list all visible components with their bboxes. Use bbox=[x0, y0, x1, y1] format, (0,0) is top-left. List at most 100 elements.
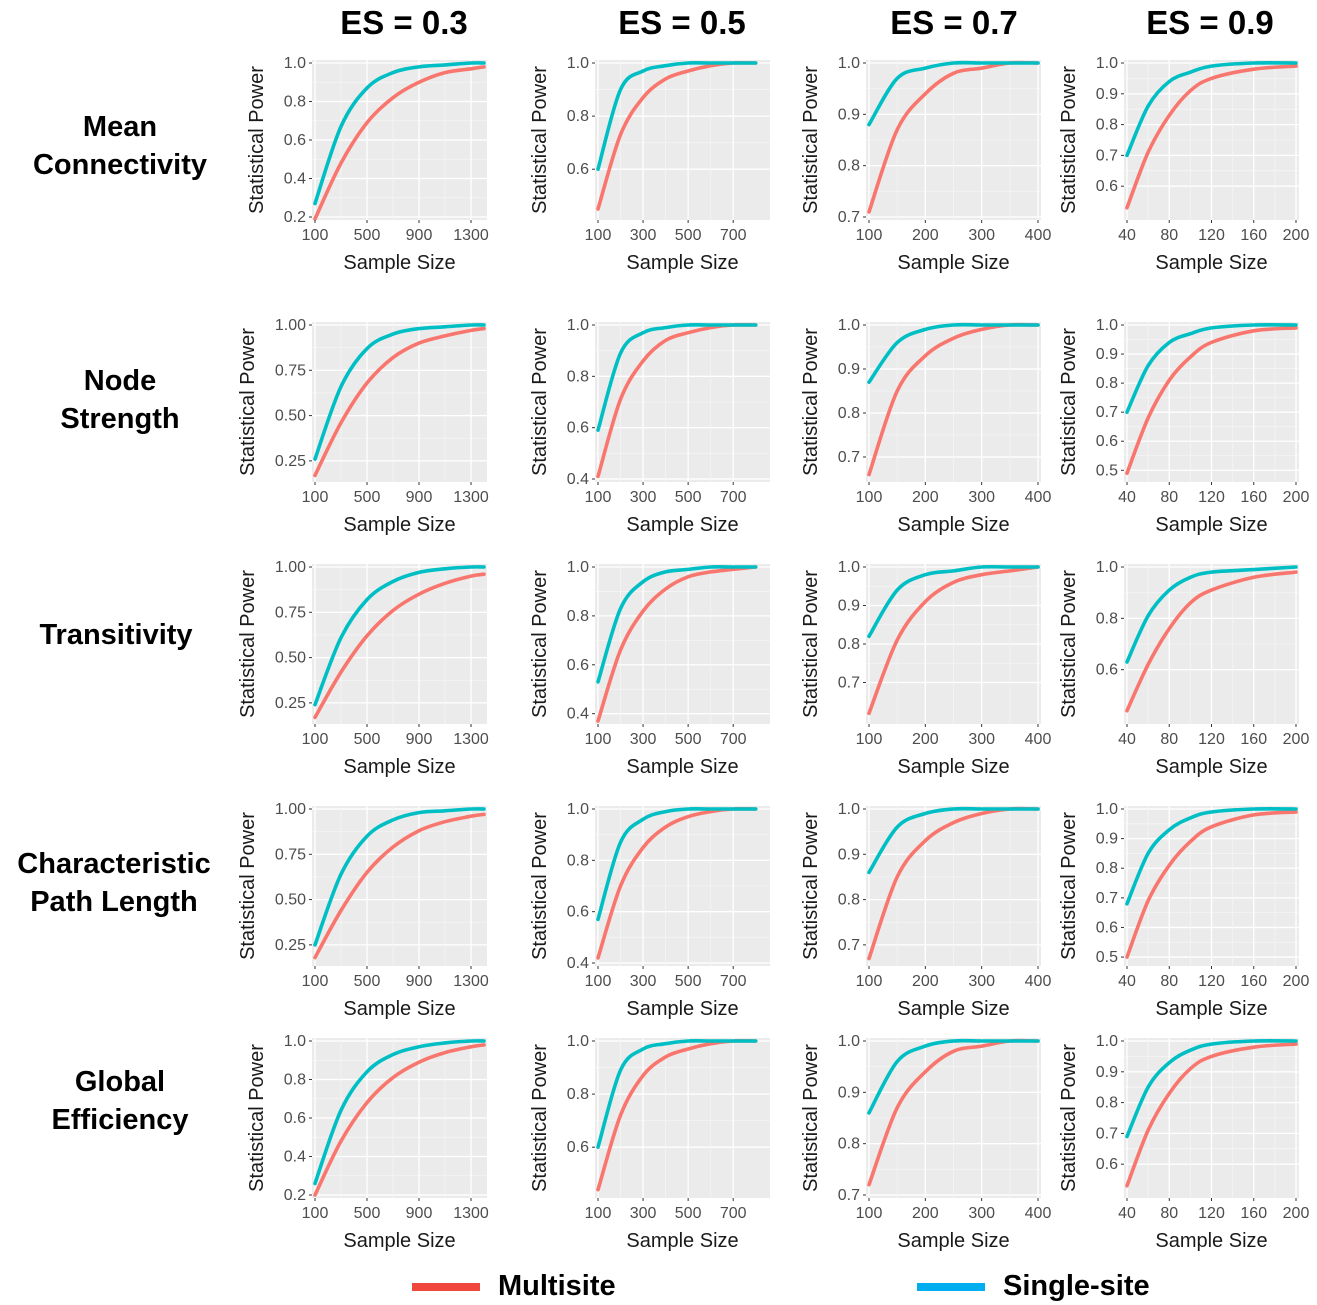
plot-background bbox=[312, 806, 487, 966]
x-tick-label: 160 bbox=[1240, 489, 1267, 506]
y-tick-label: 0.2 bbox=[284, 209, 306, 226]
x-tick-label: 100 bbox=[302, 731, 329, 748]
x-tick-label: 100 bbox=[585, 973, 612, 990]
x-tick-label: 700 bbox=[720, 1205, 747, 1222]
y-tick-label: 0.8 bbox=[567, 608, 589, 625]
x-tick-label: 300 bbox=[968, 731, 995, 748]
x-tick-label: 500 bbox=[675, 1205, 702, 1222]
chart-panel-transitivity-es-0-7: 0.7 0.8 0.9 1.0 100 200 300 400 Sample Size Stati… bbox=[800, 559, 1051, 778]
y-tick-label: 0.8 bbox=[838, 1136, 860, 1153]
series-line-multisite bbox=[1125, 326, 1298, 475]
y-tick-label: 1.0 bbox=[1096, 317, 1118, 334]
x-tick-label: 40 bbox=[1118, 973, 1136, 990]
y-tick-label: 0.8 bbox=[567, 1086, 589, 1103]
x-tick-label: 400 bbox=[1025, 227, 1052, 244]
y-tick-label: 0.25 bbox=[275, 937, 306, 954]
y-tick-label: 0.4 bbox=[284, 171, 306, 188]
series-line-single-site bbox=[867, 564, 1040, 639]
x-tick-label: 120 bbox=[1198, 489, 1225, 506]
x-tick-label: 500 bbox=[675, 489, 702, 506]
x-tick-label: 80 bbox=[1160, 1205, 1178, 1222]
y-tick-label: 0.8 bbox=[838, 158, 860, 175]
series-line-single-site bbox=[596, 323, 758, 432]
x-tick-label: 700 bbox=[720, 227, 747, 244]
series-line-single-site bbox=[867, 322, 1040, 384]
series-line-multisite bbox=[313, 326, 486, 478]
chart-panel-transitivity-es-0-5: 0.4 0.6 0.8 1.0 100 300 500 700 Sample Size Stati… bbox=[529, 559, 770, 778]
row-header-transitivity: Transitivity bbox=[0, 616, 236, 654]
chart-panel-node-strength-es-0-7: 0.7 0.8 0.9 1.0 100 200 300 400 Sample Size Stati… bbox=[800, 317, 1051, 536]
series-line-single-site bbox=[313, 323, 486, 461]
y-tick-label: 0.4 bbox=[567, 706, 589, 723]
x-tick-label: 200 bbox=[1283, 227, 1310, 244]
x-tick-label: 700 bbox=[720, 973, 747, 990]
y-tick-label: 0.75 bbox=[275, 846, 306, 863]
x-tick-label: 1300 bbox=[453, 731, 489, 748]
row-header-line: Global bbox=[74, 1066, 166, 1098]
x-tick-label: 400 bbox=[1025, 1205, 1052, 1222]
y-axis-title: Statistical Power bbox=[529, 328, 551, 476]
y-tick-label: 0.6 bbox=[567, 657, 589, 674]
x-tick-label: 900 bbox=[406, 1205, 433, 1222]
y-tick-label: 0.6 bbox=[1096, 662, 1118, 679]
x-tick-label: 300 bbox=[968, 973, 995, 990]
y-tick-label: 1.0 bbox=[284, 55, 306, 72]
x-tick-label: 500 bbox=[354, 973, 381, 990]
legend-swatch-multisite bbox=[412, 1282, 480, 1291]
y-tick-label: 0.75 bbox=[275, 362, 306, 379]
x-tick-label: 300 bbox=[630, 227, 657, 244]
series-line-single-site bbox=[1125, 60, 1298, 158]
y-tick-label: 0.6 bbox=[284, 1110, 306, 1127]
series-line-single-site bbox=[1125, 1038, 1298, 1139]
series-line-single-site bbox=[596, 1039, 758, 1149]
x-tick-label: 300 bbox=[630, 1205, 657, 1222]
y-tick-label: 0.7 bbox=[1096, 890, 1118, 907]
x-axis-title: Sample Size bbox=[1155, 998, 1267, 1020]
x-axis-title: Sample Size bbox=[1155, 1230, 1267, 1252]
y-axis-title: Statistical Power bbox=[1058, 812, 1080, 960]
series-line-single-site bbox=[867, 806, 1040, 875]
y-tick-label: 0.7 bbox=[1096, 404, 1118, 421]
x-tick-label: 300 bbox=[968, 1205, 995, 1222]
chart-panel-global-efficiency-es-0-7: 0.7 0.8 0.9 1.0 100 200 300 400 Sample Size Stati… bbox=[800, 1033, 1051, 1252]
x-tick-label: 80 bbox=[1160, 489, 1178, 506]
chart-panel-global-efficiency-es-0-3: 0.2 0.4 0.6 0.8 1.0 100 500 900 1300 Sample Size S… bbox=[246, 1033, 489, 1252]
x-tick-label: 100 bbox=[856, 973, 883, 990]
y-tick-label: 1.0 bbox=[1096, 559, 1118, 576]
x-tick-label: 100 bbox=[856, 731, 883, 748]
y-tick-label: 0.8 bbox=[838, 892, 860, 909]
x-tick-label: 200 bbox=[912, 973, 939, 990]
chart-panel-mean-connectivity-es-0-9: 0.6 0.7 0.8 0.9 1.0 40 80 120 160 200 Sample Size S… bbox=[1058, 55, 1309, 274]
y-tick-label: 0.50 bbox=[275, 892, 306, 909]
y-tick-label: 0.4 bbox=[284, 1149, 306, 1166]
x-axis-title: Sample Size bbox=[626, 998, 738, 1020]
column-header-es-0-5: ES = 0.5 bbox=[618, 4, 746, 41]
y-axis-title: Statistical Power bbox=[800, 66, 822, 214]
y-tick-label: 0.8 bbox=[1096, 860, 1118, 877]
y-tick-label: 1.0 bbox=[284, 1033, 306, 1050]
series-line-single-site bbox=[313, 565, 486, 707]
y-tick-label: 1.0 bbox=[567, 55, 589, 72]
y-tick-label: 0.9 bbox=[1096, 831, 1118, 848]
x-tick-label: 500 bbox=[675, 973, 702, 990]
x-tick-label: 200 bbox=[912, 731, 939, 748]
y-axis-title: Statistical Power bbox=[237, 328, 259, 476]
y-tick-label: 0.6 bbox=[567, 161, 589, 178]
y-tick-label: 0.8 bbox=[838, 405, 860, 422]
y-tick-label: 1.0 bbox=[567, 801, 589, 818]
x-tick-label: 900 bbox=[406, 489, 433, 506]
y-tick-label: 0.8 bbox=[1096, 375, 1118, 392]
x-axis-title: Sample Size bbox=[897, 252, 1009, 274]
series-line-single-site bbox=[313, 807, 486, 947]
y-axis-title: Statistical Power bbox=[800, 328, 822, 476]
row-header-line: Mean bbox=[82, 111, 158, 143]
x-tick-label: 1300 bbox=[453, 973, 489, 990]
series-line-single-site bbox=[596, 565, 758, 684]
row-header-line: Path Length bbox=[30, 886, 198, 918]
series-line-multisite bbox=[313, 572, 486, 720]
chart-panel-mean-connectivity-es-0-7: 0.7 0.8 0.9 1.0 100 200 300 400 Sample Size Stati… bbox=[800, 55, 1051, 274]
chart-panel-characteristic-path-length-es-0-5: 0.4 0.6 0.8 1.0 100 300 500 700 Sample Size Stati… bbox=[529, 801, 770, 1020]
chart-panel-mean-connectivity-es-0-5: 0.6 0.8 1.0 100 300 500 700 Sample Size Statisti… bbox=[529, 55, 770, 274]
series-line-multisite bbox=[1125, 64, 1298, 210]
plot-background bbox=[595, 60, 770, 220]
